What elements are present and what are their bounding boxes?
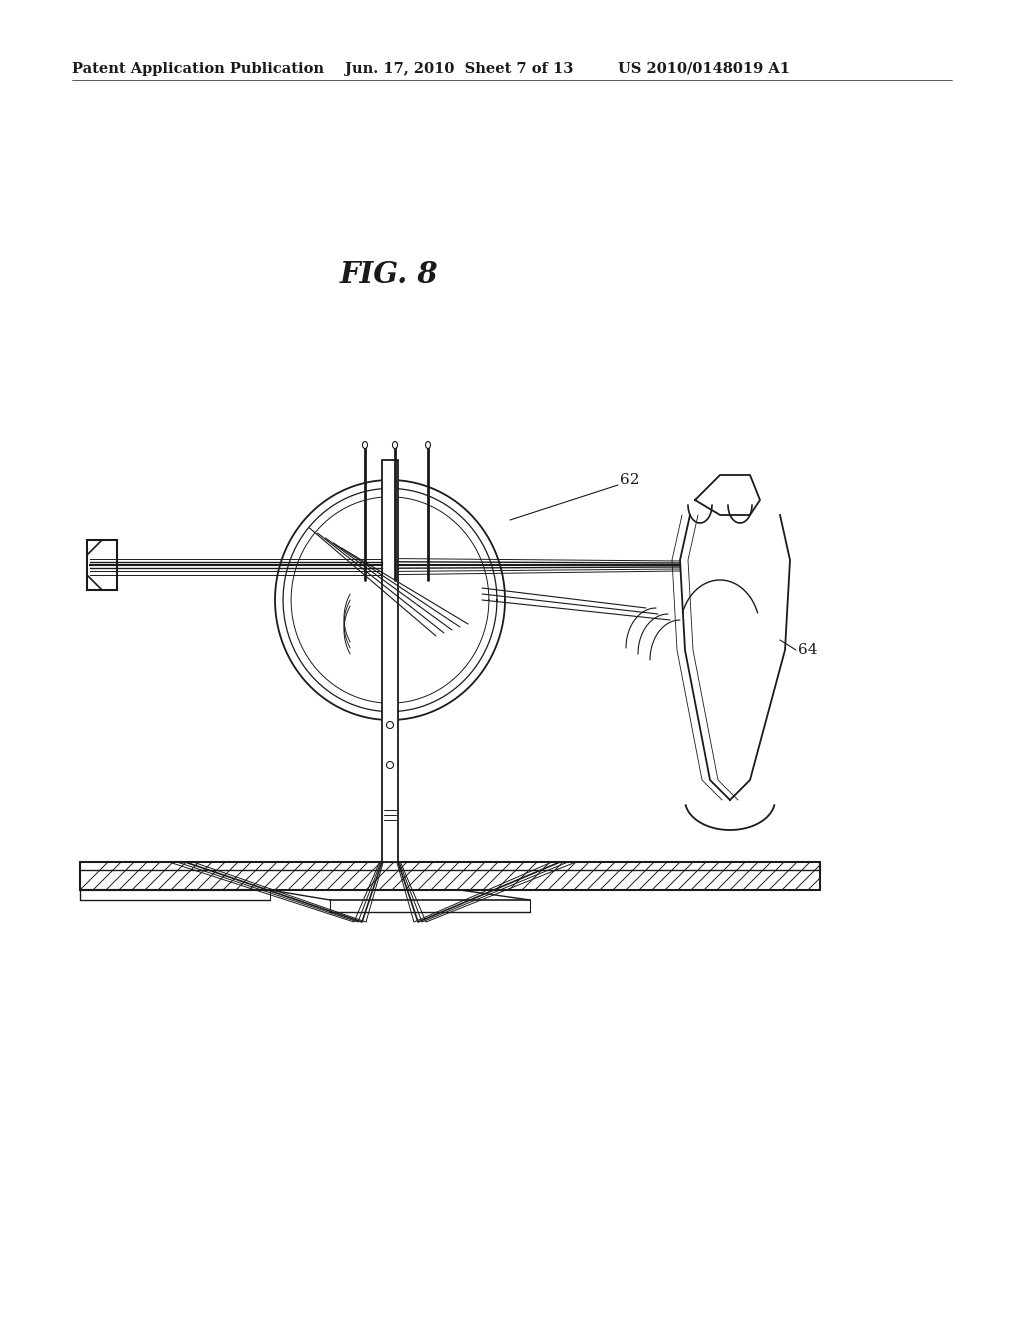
- Text: Patent Application Publication: Patent Application Publication: [72, 62, 324, 77]
- Text: FIG. 8: FIG. 8: [340, 260, 438, 289]
- Text: Jun. 17, 2010  Sheet 7 of 13: Jun. 17, 2010 Sheet 7 of 13: [345, 62, 573, 77]
- Circle shape: [386, 762, 393, 768]
- Circle shape: [386, 722, 393, 729]
- Bar: [87, 540, 117, 590]
- Text: 62: 62: [620, 473, 640, 487]
- Ellipse shape: [426, 441, 430, 449]
- Text: US 2010/0148019 A1: US 2010/0148019 A1: [618, 62, 790, 77]
- Ellipse shape: [392, 441, 397, 449]
- Bar: [382, 459, 398, 862]
- Text: 64: 64: [798, 643, 817, 657]
- Ellipse shape: [362, 441, 368, 449]
